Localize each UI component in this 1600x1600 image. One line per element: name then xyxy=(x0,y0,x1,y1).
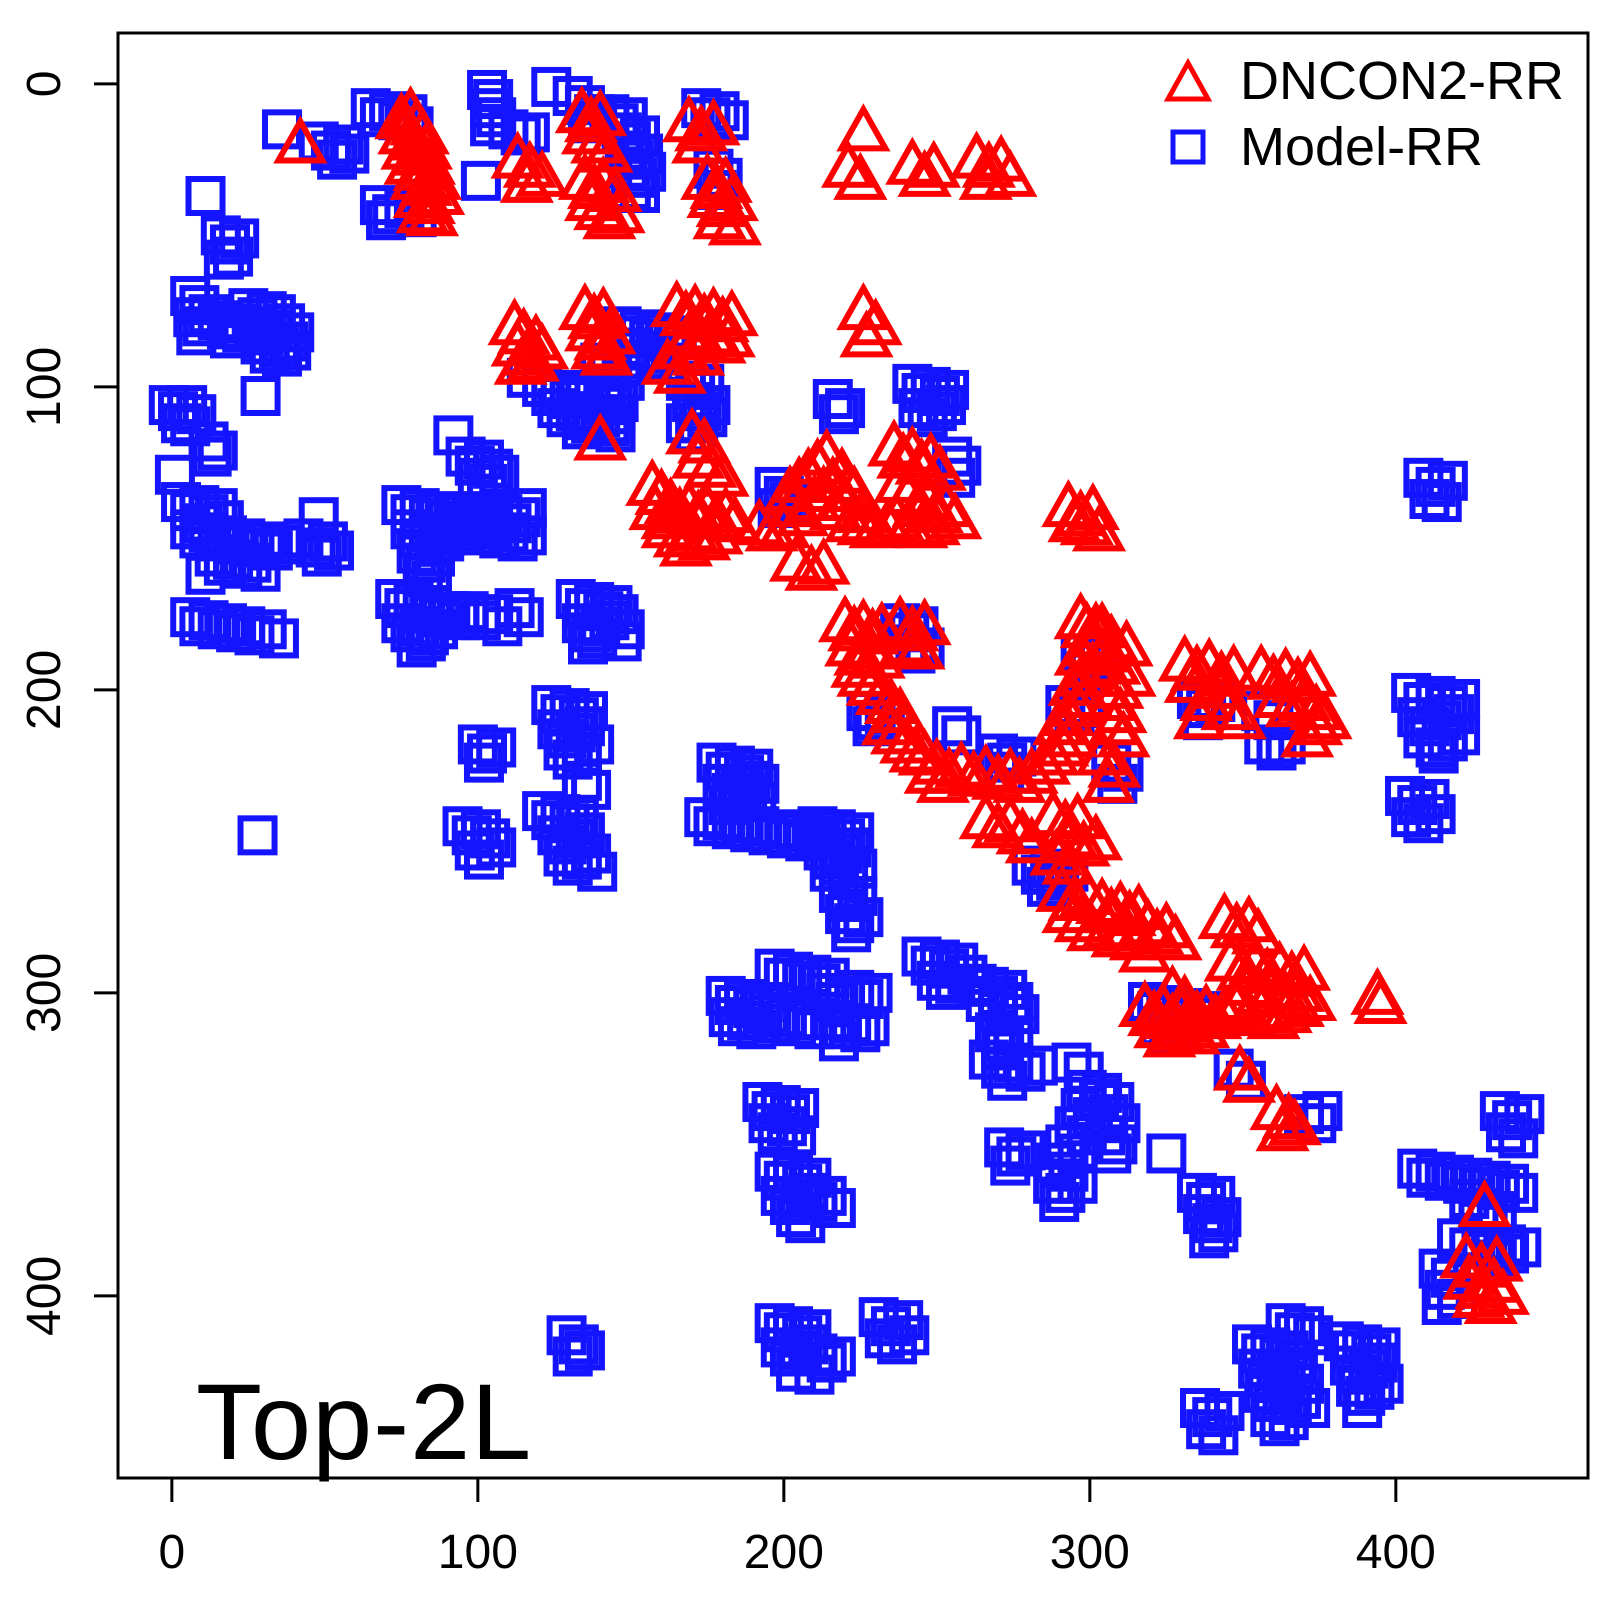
y-tick-label: 400 xyxy=(18,1256,71,1336)
square-legend-icon xyxy=(1162,123,1214,171)
DNCON2-RR-points xyxy=(273,85,1531,1324)
plot-border xyxy=(116,31,1590,1480)
legend-label-model: Model-RR xyxy=(1240,117,1484,177)
x-tick-label: 300 xyxy=(1050,1526,1130,1579)
y-tick-label: 100 xyxy=(18,347,71,427)
triangle-legend-icon xyxy=(1162,57,1214,105)
legend-item-model: Model-RR xyxy=(1162,118,1564,176)
x-tick-label: 100 xyxy=(438,1526,518,1579)
x-tick-label: 200 xyxy=(744,1526,824,1579)
Model-RR-points xyxy=(148,66,1545,1456)
legend: DNCON2-RR Model-RR xyxy=(1162,52,1564,176)
y-tick-label: 300 xyxy=(18,953,71,1033)
y-axis: 0 100 200 300 400 xyxy=(18,71,118,1336)
x-tick-label: 0 xyxy=(159,1526,186,1579)
legend-label-dncon2: DNCON2-RR xyxy=(1240,51,1564,111)
legend-item-dncon2: DNCON2-RR xyxy=(1162,52,1564,110)
x-axis: 0 100 200 300 400 xyxy=(159,1478,1436,1579)
x-tick-label: 400 xyxy=(1356,1526,1436,1579)
y-tick-label: 0 xyxy=(18,71,71,98)
plot-annotation: Top-2L xyxy=(196,1361,533,1482)
y-tick-label: 200 xyxy=(18,650,71,730)
